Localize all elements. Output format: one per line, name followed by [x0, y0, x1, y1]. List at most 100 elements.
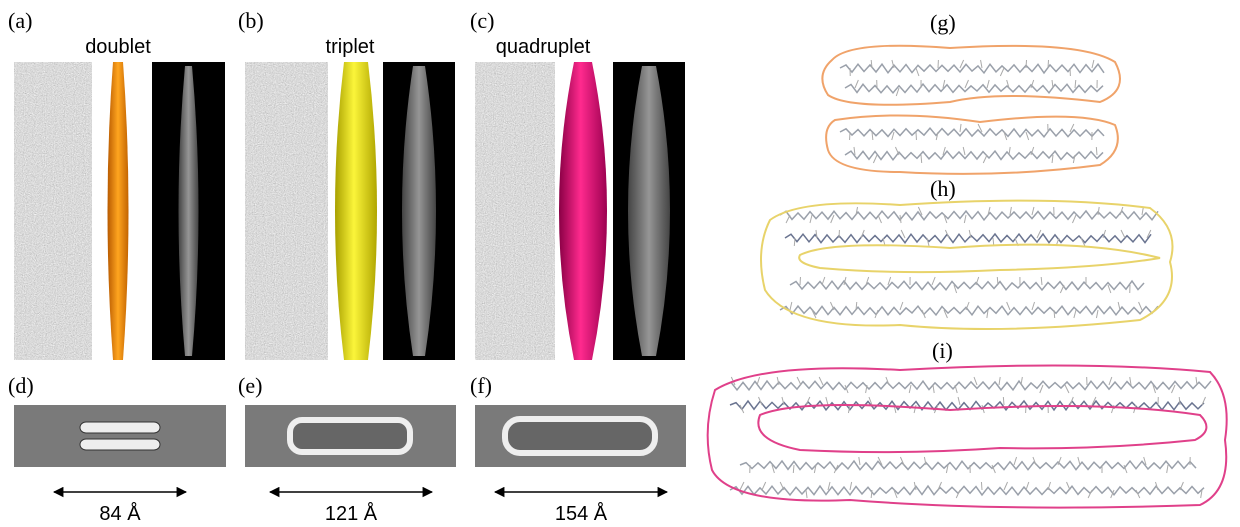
dimension-label: 84 Å — [99, 502, 141, 525]
molecule-sidechain — [859, 457, 860, 465]
molecule-sidechain — [974, 377, 977, 385]
molecule-sidechain — [960, 124, 961, 132]
molecule-sidechain — [1096, 147, 1097, 155]
panel-label: (g) — [930, 10, 956, 35]
molecule-backbone — [780, 306, 1158, 315]
molecule-sidechain — [1074, 310, 1076, 318]
molecule-sidechain — [1167, 465, 1168, 473]
panel-title: triplet — [326, 36, 375, 58]
panel-label: (h) — [930, 176, 956, 201]
molecule-sidechain — [932, 277, 935, 285]
molecule-sidechain — [790, 302, 792, 310]
molecule-sidechain — [855, 80, 858, 88]
molecule-sidechain — [1052, 80, 1053, 88]
molecule-sidechain — [987, 80, 989, 88]
molecule-sidechain — [933, 385, 934, 393]
molecule-sidechain — [914, 405, 916, 413]
molecule-sidechain — [963, 147, 965, 155]
molecule-sidechain — [1196, 377, 1197, 385]
molecule-sidechain — [981, 60, 982, 68]
molecule-sidechain — [1032, 207, 1034, 215]
molecule-sidechain — [1136, 490, 1140, 498]
molecule-sidechain — [1032, 302, 1035, 310]
panel-label: (d) — [8, 373, 34, 398]
panel-label: (a) — [8, 8, 32, 33]
molecule-sidechain — [909, 385, 911, 393]
panel-label: (f) — [470, 373, 492, 398]
molecule-sidechain — [960, 60, 964, 68]
molecule-backbone — [730, 486, 1204, 495]
molecule-sidechain — [740, 405, 744, 413]
micrograph — [475, 62, 555, 360]
molecule-sidechain — [1067, 482, 1070, 490]
molecule-backbone — [840, 64, 1104, 73]
molecule-sidechain — [878, 215, 881, 223]
fibril-model — [108, 62, 129, 360]
cross-section — [505, 419, 655, 453]
panel-label: (i) — [932, 338, 953, 363]
molecule-sidechain — [1118, 302, 1120, 310]
outline — [761, 201, 1173, 329]
molecule-sidechain — [826, 397, 828, 405]
molecule-sidechain — [1092, 60, 1094, 68]
molecular-models — [725, 60, 1211, 498]
panel-title: doublet — [85, 36, 151, 58]
molecule-sidechain — [1026, 482, 1029, 490]
molecule-sidechain — [797, 377, 801, 385]
molecule-sidechain — [1072, 215, 1076, 223]
molecule-sidechain — [1004, 482, 1008, 490]
molecule-sidechain — [983, 155, 987, 163]
molecule-sidechain — [999, 377, 1000, 385]
molecule-sidechain — [1021, 377, 1022, 385]
molecule-sidechain — [1075, 80, 1076, 88]
molecule-sidechain — [1142, 207, 1143, 215]
molecule-backbone — [740, 461, 1196, 470]
molecule-backbone — [785, 234, 1151, 243]
molecule-backbone — [840, 128, 1104, 137]
cross-section — [290, 420, 410, 452]
dimension-label: 154 Å — [555, 502, 608, 525]
molecule-sidechain — [892, 132, 894, 140]
molecule-sidechain — [822, 277, 825, 285]
molecule-sidechain — [997, 277, 998, 285]
molecule-sidechain — [850, 482, 852, 490]
molecule-sidechain — [1078, 457, 1080, 465]
molecule-sidechain — [806, 490, 807, 498]
outline — [822, 46, 1120, 105]
molecule-backbone — [790, 281, 1144, 290]
molecule-sidechain — [965, 80, 968, 88]
molecule-sidechain — [1007, 302, 1010, 310]
molecule-sidechain — [757, 377, 760, 385]
molecule-sidechain — [819, 377, 823, 385]
molecule-sidechain — [831, 215, 834, 223]
molecule-sidechain — [964, 215, 966, 223]
molecule-backbone — [725, 381, 1211, 390]
molecule-sidechain — [1003, 397, 1004, 405]
molecule-sidechain — [1121, 230, 1125, 238]
cross-section — [80, 439, 160, 450]
molecule-sidechain — [981, 482, 982, 490]
molecule-sidechain — [921, 155, 922, 163]
dimension-label: 121 Å — [325, 502, 378, 525]
molecule-sidechain — [793, 465, 794, 473]
molecule-backbone — [845, 84, 1103, 93]
molecule-sidechain — [740, 482, 744, 490]
panel-label: (c) — [470, 8, 494, 33]
fibril-model — [335, 62, 377, 360]
molecule-sidechain — [1026, 132, 1029, 140]
cross-section-panel — [14, 405, 226, 467]
micrograph — [14, 62, 92, 360]
molecule-sidechain — [810, 215, 812, 223]
cross-section — [80, 422, 160, 433]
molecule-backbone — [845, 151, 1103, 160]
figure: (a) doublet (b) triplet (c) quadruplet (… — [0, 0, 1240, 527]
molecule-backbone — [780, 211, 1158, 220]
molecule-sidechain — [1041, 277, 1042, 285]
molecule-sidechain — [854, 147, 855, 155]
molecule-sidechain — [901, 230, 905, 238]
molecule-sidechain — [1060, 285, 1064, 293]
panel-label: (e) — [238, 373, 262, 398]
molecule-sidechain — [958, 397, 960, 405]
molecule-sidechain — [1065, 385, 1069, 393]
molecule-sidechain — [786, 215, 790, 223]
